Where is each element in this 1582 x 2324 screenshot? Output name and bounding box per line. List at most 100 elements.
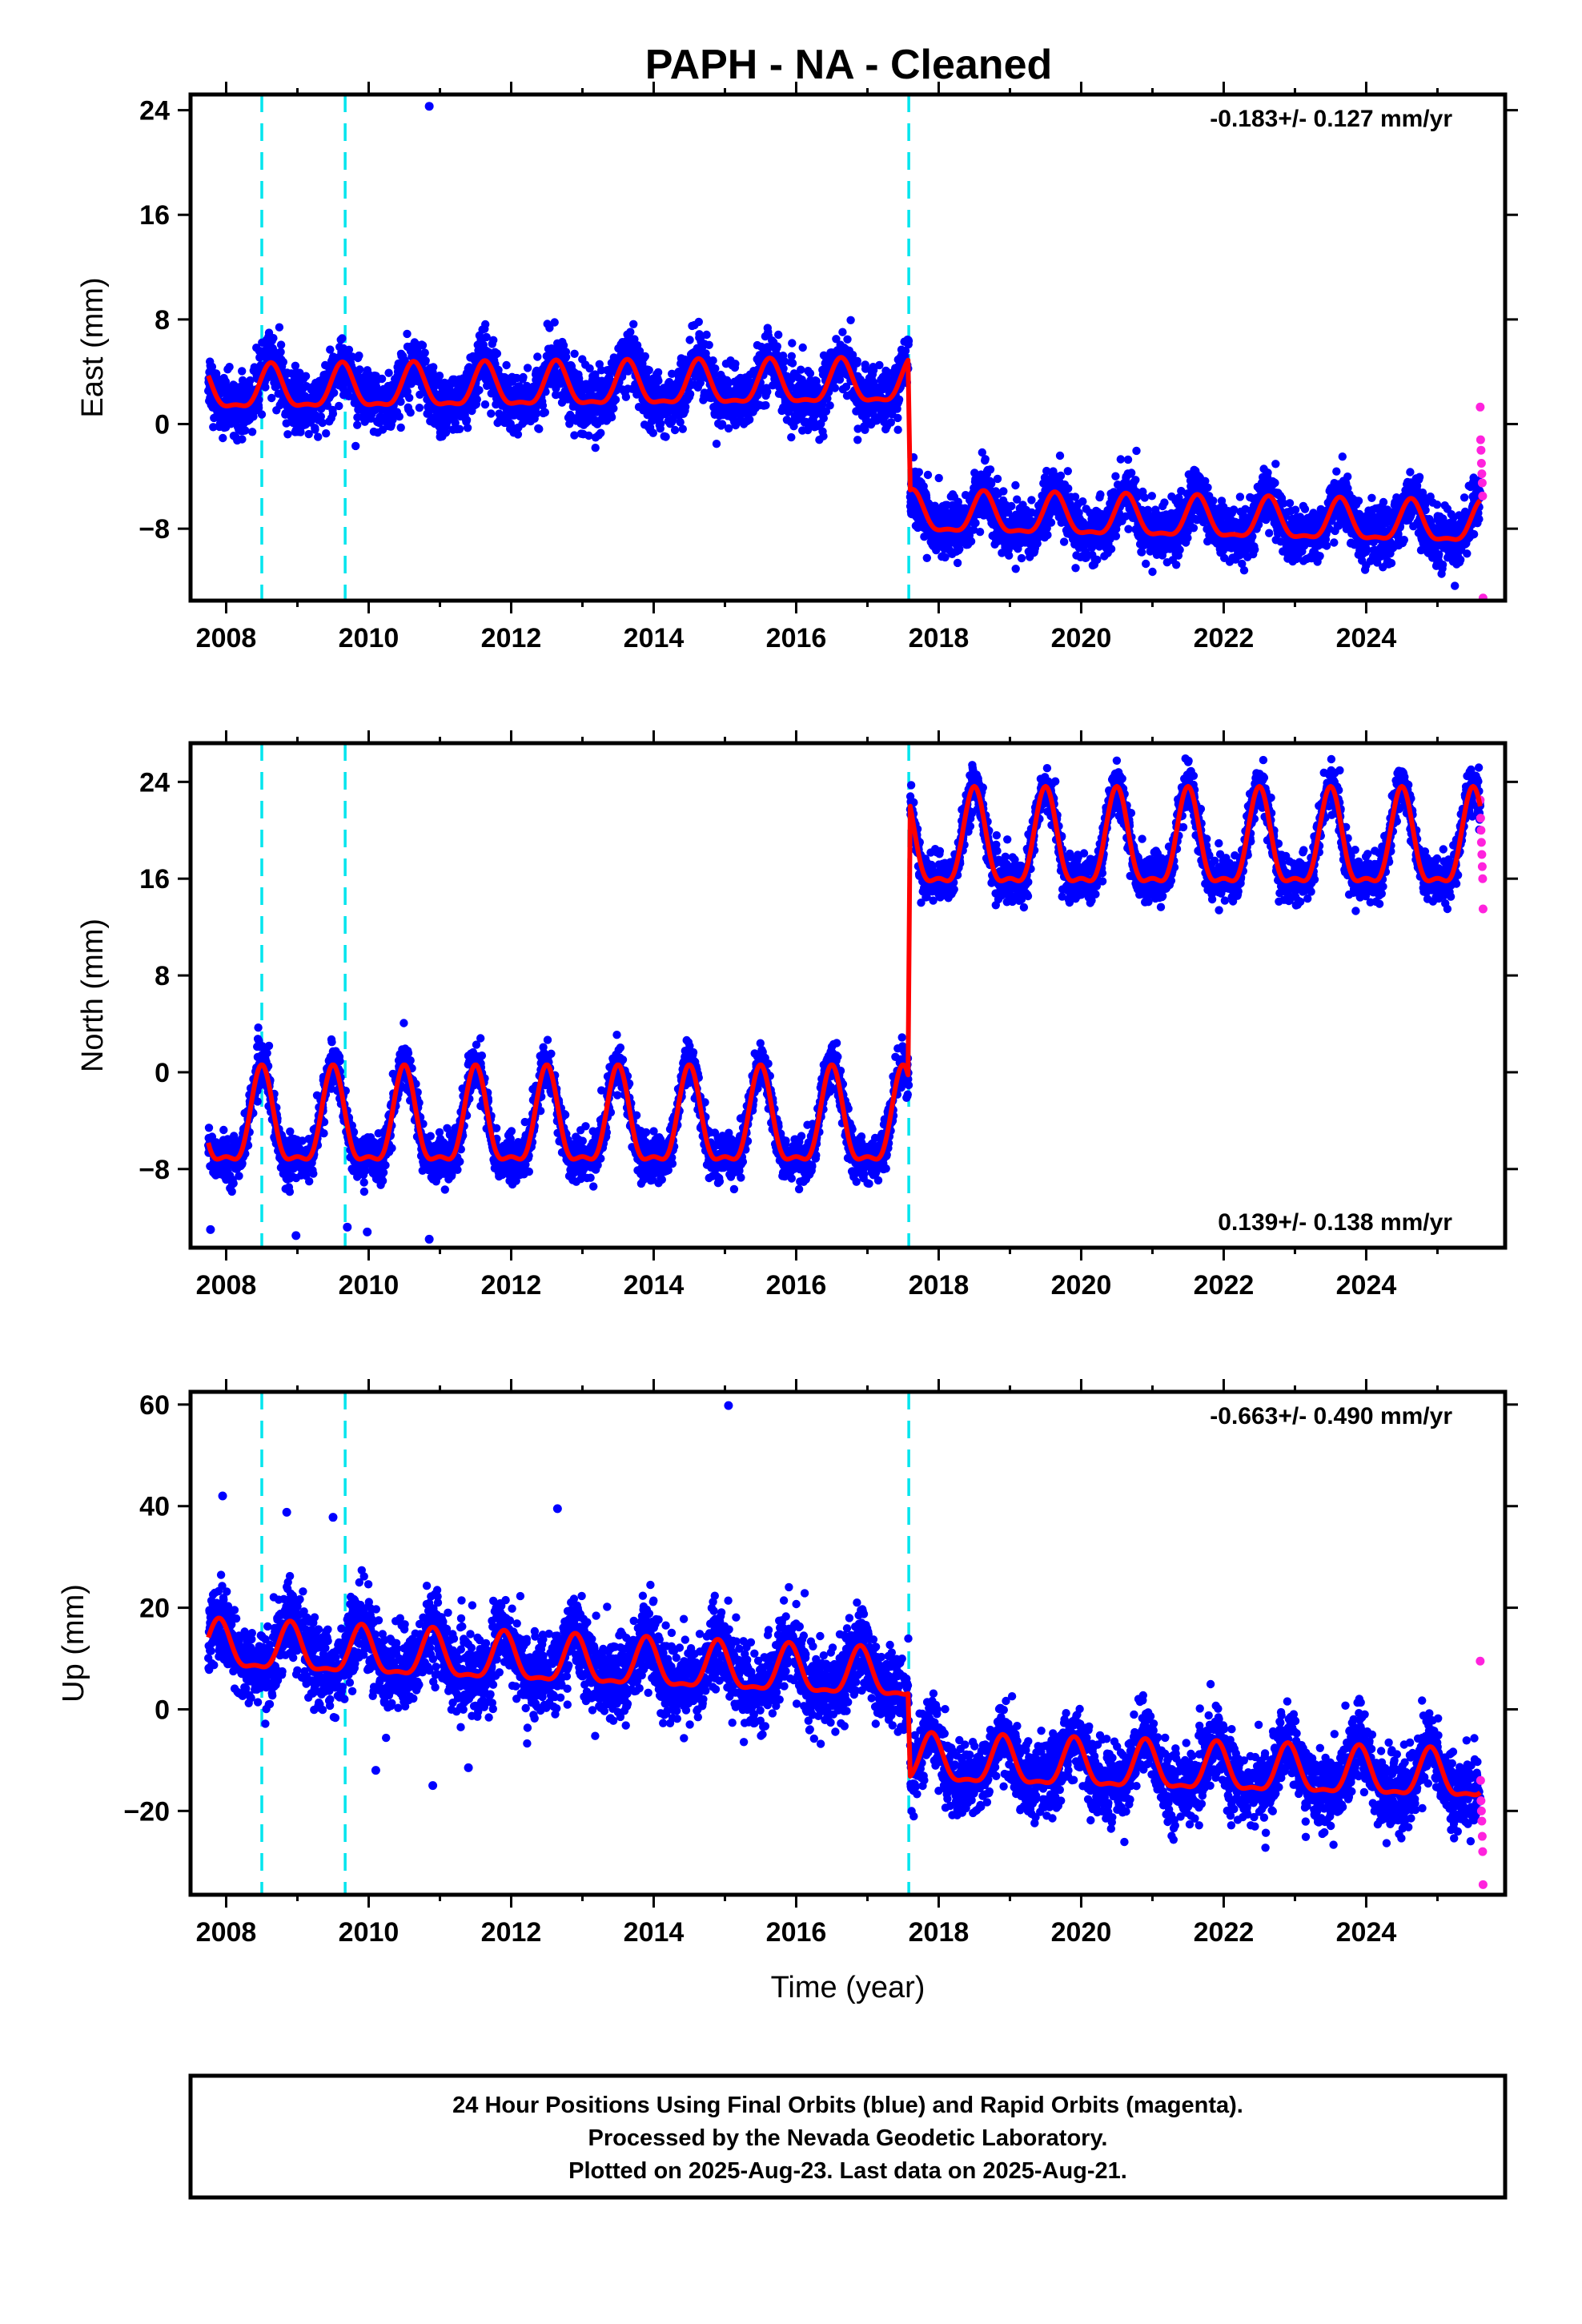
data-point <box>238 367 247 376</box>
data-point <box>711 364 720 373</box>
data-point <box>1005 551 1014 560</box>
data-point <box>225 363 234 372</box>
data-point <box>1071 564 1080 573</box>
data-point <box>463 424 472 432</box>
data-point <box>513 430 523 439</box>
data-point <box>441 428 451 437</box>
data-point <box>986 465 995 474</box>
data-point <box>825 401 834 410</box>
data-point <box>1131 476 1140 485</box>
data-point <box>355 351 363 360</box>
data-point <box>654 376 663 385</box>
data-point <box>1046 518 1056 527</box>
data-point <box>975 528 985 537</box>
data-point <box>396 397 405 406</box>
data-point <box>328 409 338 418</box>
figure-title: PAPH - NA - Cleaned <box>645 42 1053 88</box>
data-point <box>763 388 772 396</box>
data-point <box>481 320 490 329</box>
data-point <box>472 395 481 404</box>
data-point <box>1017 553 1026 563</box>
data-point <box>282 419 291 428</box>
data-point <box>353 420 362 429</box>
data-point <box>455 424 464 433</box>
data-point <box>209 423 218 432</box>
data-point <box>415 404 424 412</box>
data-point <box>1043 530 1052 540</box>
data-point <box>1251 545 1259 554</box>
data-point <box>255 396 263 404</box>
data-point <box>761 400 770 410</box>
data-point <box>1106 545 1116 553</box>
data-point <box>482 332 491 342</box>
data-point <box>914 468 924 476</box>
data-point <box>570 349 579 358</box>
data-point <box>591 444 600 452</box>
data-point <box>502 360 511 370</box>
data-point <box>311 425 319 434</box>
data-point <box>487 409 496 418</box>
data-point <box>221 377 231 386</box>
data-point <box>1203 483 1212 492</box>
data-point <box>685 389 695 399</box>
data-point <box>276 348 285 356</box>
data-point <box>705 340 713 349</box>
data-point <box>540 408 549 417</box>
data-point <box>247 428 257 436</box>
data-point <box>429 363 438 372</box>
data-point <box>418 341 428 350</box>
data-point <box>355 365 364 374</box>
data-point <box>275 323 284 332</box>
data-point <box>670 425 680 435</box>
data-point <box>1055 451 1065 460</box>
data-point <box>1011 480 1020 490</box>
data-point <box>648 428 657 437</box>
data-point <box>254 404 263 412</box>
data-point <box>853 436 862 444</box>
data-point <box>322 429 331 438</box>
data-point <box>279 357 287 367</box>
data-point <box>1056 471 1066 480</box>
data-point <box>241 426 250 435</box>
data-point <box>316 412 325 421</box>
data-point <box>971 518 980 528</box>
data-point <box>1059 537 1069 546</box>
data-point <box>745 415 754 424</box>
data-point <box>219 433 227 443</box>
data-point <box>923 470 933 480</box>
data-point <box>1265 529 1274 537</box>
data-point <box>421 356 430 365</box>
data-point <box>304 429 313 439</box>
data-point <box>492 349 502 358</box>
data-point <box>999 487 1008 496</box>
data-point <box>1064 484 1073 493</box>
data-point <box>403 329 412 339</box>
data-point <box>953 558 962 568</box>
data-point <box>993 474 1002 484</box>
data-point <box>318 418 327 428</box>
data-point <box>843 335 852 344</box>
data-point <box>565 420 574 428</box>
data-point <box>1209 497 1218 505</box>
data-point <box>661 432 670 441</box>
data-point <box>480 400 490 409</box>
data-point <box>1285 499 1295 508</box>
data-point <box>559 341 568 350</box>
data-point <box>788 359 797 368</box>
data-point <box>798 343 807 352</box>
data-point <box>545 324 554 332</box>
data-point <box>395 412 404 421</box>
data-point <box>1140 493 1150 502</box>
data-point <box>656 419 665 428</box>
data-point <box>731 360 740 368</box>
data-point <box>981 455 990 464</box>
data-point <box>1142 559 1150 569</box>
data-point <box>1027 496 1036 505</box>
data-point <box>830 384 840 392</box>
data-point <box>261 383 270 392</box>
data-point <box>934 473 943 483</box>
data-point <box>291 361 300 370</box>
data-point <box>269 334 278 343</box>
data-point <box>773 342 781 351</box>
